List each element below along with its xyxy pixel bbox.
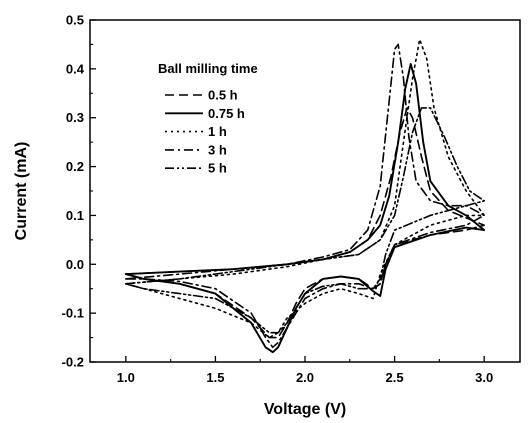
x-axis-title: Voltage (V)	[264, 401, 346, 418]
legend: Ball milling time 0.5 h 0.75 h 1 h 3 h 5 h	[158, 61, 258, 176]
legend-label: 3 h	[208, 142, 227, 157]
y-tick-label: 0.1	[66, 208, 84, 223]
series-line-4	[125, 43, 485, 349]
legend-label: 0.5 h	[208, 88, 238, 103]
series-line-2	[124, 63, 486, 354]
y-tick-label: 0.0	[66, 257, 84, 272]
x-axis: 1.0 1.5 2.0 2.5 3.0	[117, 356, 493, 385]
series-layer	[124, 38, 486, 354]
y-axis-title: Current (mA)	[13, 142, 30, 241]
y-tick-label: 0.4	[66, 61, 85, 76]
y-tick-label: 0.2	[66, 159, 84, 174]
x-tick-label: 3.0	[475, 370, 493, 385]
y-tick-label: 0.3	[66, 110, 84, 125]
plot-frame	[89, 19, 521, 363]
legend-label: 5 h	[208, 161, 227, 176]
legend-title: Ball milling time	[158, 61, 258, 76]
legend-label: 1 h	[208, 124, 227, 139]
series-line-5	[125, 107, 485, 334]
y-axis: -0.2 -0.1 0.0 0.1 0.2 0.3 0.4 0.5	[62, 13, 96, 370]
x-tick-label: 1.0	[117, 370, 135, 385]
legend-label: 0.75 h	[208, 106, 245, 121]
y-tick-label: 0.5	[66, 13, 84, 28]
y-tick-label: -0.1	[62, 306, 84, 321]
x-tick-label: 2.0	[296, 370, 314, 385]
x-tick-label: 2.5	[386, 370, 404, 385]
series-line-3	[125, 38, 485, 339]
y-tick-label: -0.2	[62, 355, 84, 370]
x-tick-label: 1.5	[206, 370, 224, 385]
